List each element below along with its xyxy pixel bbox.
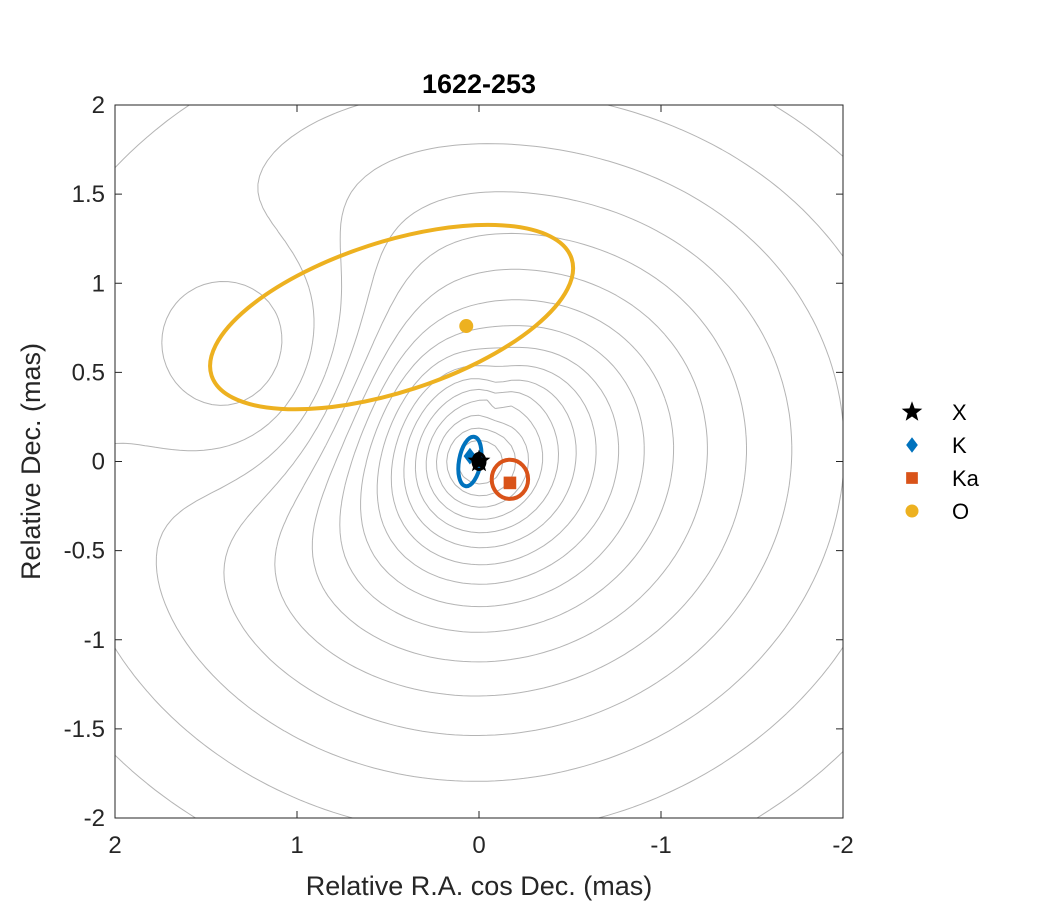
- contour-line: [376, 346, 620, 585]
- legend-label-k: K: [952, 433, 967, 458]
- y-tick-label: 1: [92, 270, 105, 297]
- y-tick-label: -1: [84, 627, 105, 654]
- x-tick-label: 1: [290, 832, 303, 859]
- contour-layer: [115, 105, 843, 818]
- chart-title: 1622-253: [422, 69, 536, 99]
- legend-label-o: O: [952, 499, 969, 524]
- data-point-ka: [503, 476, 517, 490]
- y-axis-label: Relative Dec. (mas): [16, 343, 46, 580]
- contour-line: [155, 143, 843, 782]
- legend-marker-x: [901, 401, 923, 421]
- y-tick-label: 0.5: [72, 359, 105, 386]
- x-axis-label: Relative R.A. cos Dec. (mas): [306, 871, 653, 901]
- contour-line: [223, 191, 793, 736]
- legend-marker-ka: [906, 472, 918, 484]
- contour-line: [360, 325, 645, 608]
- y-tick-label: 1.5: [72, 181, 105, 208]
- data-point-o: [459, 319, 474, 334]
- contour-line: [115, 105, 843, 818]
- y-tick-label: -0.5: [64, 538, 105, 565]
- contour-line: [446, 427, 517, 497]
- contour-line: [403, 378, 577, 549]
- y-tick-label: -1.5: [64, 716, 105, 743]
- y-tick-label: 0: [92, 449, 105, 476]
- contour-line: [425, 399, 544, 520]
- legend: XK Ka O: [901, 400, 980, 524]
- error-ellipse-o: [208, 222, 576, 412]
- legend-marker-k: [906, 437, 918, 453]
- data-point-k: [463, 447, 477, 465]
- contour-line: [414, 388, 559, 534]
- x-tick-label: -2: [832, 832, 853, 859]
- contour-line: [311, 268, 708, 663]
- legend-label-x: X: [952, 400, 967, 425]
- error-ellipse-x: [471, 452, 487, 471]
- y-tick-label: -2: [84, 805, 105, 832]
- x-tick-label: 2: [108, 832, 121, 859]
- contour-line: [274, 232, 747, 697]
- tick-layer: 2 1 0 -1 -2 -2 -1.5 -1 -0.5 0 0.5 1 1.5 2: [64, 92, 854, 859]
- legend-marker-o: [905, 504, 919, 518]
- marker-layer: [459, 319, 517, 490]
- x-tick-label: 0: [472, 832, 485, 859]
- data-point-x: [467, 449, 491, 472]
- error-ellipse-layer: [208, 222, 576, 501]
- contour-line: [339, 299, 675, 633]
- x-tick-label: -1: [650, 832, 671, 859]
- error-ellipse-ka: [489, 457, 531, 501]
- y-tick-label: 2: [92, 92, 105, 119]
- contour-line: [390, 365, 597, 566]
- legend-label-ka: Ka: [952, 466, 980, 491]
